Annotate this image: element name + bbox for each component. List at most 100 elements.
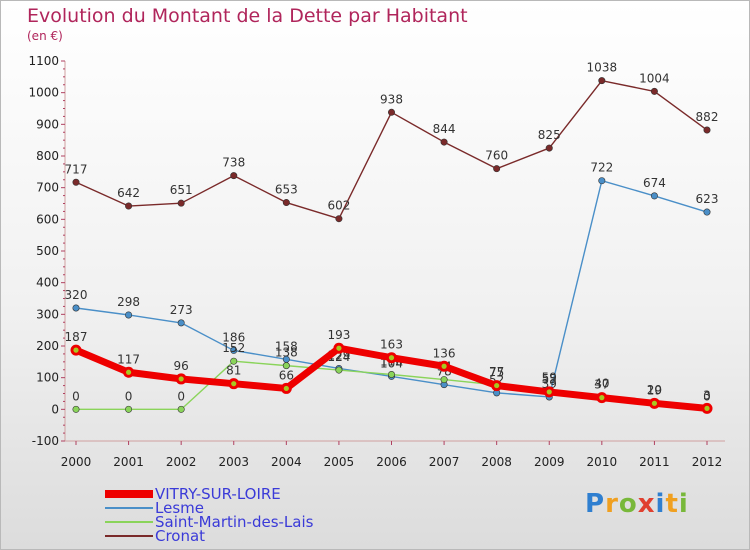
x-tick-label: 2011 <box>639 455 670 469</box>
data-label-cronat: 1038 <box>587 61 618 75</box>
data-label-lesme: 320 <box>65 288 88 302</box>
data-point-saint-martin-des-lais <box>230 357 238 365</box>
data-point-lesme <box>177 319 185 327</box>
data-label-lesme: 158 <box>275 339 298 353</box>
legend-label: Saint-Martin-des-Lais <box>155 513 314 531</box>
y-tick-label: 1100 <box>28 54 59 68</box>
legend-label: Cronat <box>155 527 206 545</box>
data-label-cronat: 825 <box>538 128 561 142</box>
data-point-cronat <box>282 199 290 207</box>
data-point-center-vitry-sur-loire <box>125 369 132 375</box>
data-label-saint-martin-des-lais: 0 <box>177 389 185 403</box>
data-label-cronat: 653 <box>275 183 298 197</box>
chart-unit: (en €) <box>27 29 63 43</box>
data-label-lesme: 273 <box>170 303 193 317</box>
y-tick-label: 500 <box>36 244 59 258</box>
data-point-center-vitry-sur-loire <box>441 363 447 369</box>
data-label-cronat: 642 <box>117 186 140 200</box>
data-label-vitry-sur-loire: 163 <box>380 338 403 352</box>
data-point-center-vitry-sur-loire <box>546 389 552 395</box>
data-label-saint-martin-des-lais: 138 <box>275 346 298 360</box>
y-tick-label: 100 <box>36 371 59 385</box>
data-point-cronat <box>230 172 238 180</box>
data-point-lesme <box>650 192 658 200</box>
data-point-cronat <box>598 77 606 85</box>
data-point-center-vitry-sur-loire <box>283 385 289 392</box>
logo-letter: i <box>655 489 666 519</box>
data-point-lesme <box>598 177 606 185</box>
y-tick-label: 400 <box>36 276 59 290</box>
data-label-cronat: 760 <box>485 149 508 163</box>
data-point-center-vitry-sur-loire <box>178 376 184 382</box>
data-point-cronat <box>335 215 343 223</box>
data-label-saint-martin-des-lais: 0 <box>703 389 711 403</box>
legend-swatch <box>105 507 153 509</box>
data-point-center-vitry-sur-loire <box>231 381 237 387</box>
data-point-cronat <box>650 87 658 95</box>
data-point-saint-martin-des-lais <box>440 376 448 384</box>
data-label-saint-martin-des-lais: 20 <box>647 383 662 397</box>
x-tick-label: 2001 <box>113 455 144 469</box>
data-label-vitry-sur-loire: 193 <box>327 328 350 342</box>
data-label-vitry-sur-loire: 75 <box>489 366 504 380</box>
data-point-cronat <box>387 108 395 116</box>
data-point-saint-martin-des-lais <box>282 362 290 370</box>
chart-legend: VITRY-SUR-LOIRE Lesme Saint-Martin-des-Lai… <box>105 485 314 545</box>
x-tick-label: 2008 <box>481 455 512 469</box>
legend-item: VITRY-SUR-LOIRE <box>105 485 313 503</box>
x-tick-label: 2002 <box>166 455 197 469</box>
data-point-cronat <box>545 144 553 152</box>
data-label-vitry-sur-loire: 81 <box>226 364 241 378</box>
y-tick-label: -100 <box>32 434 59 448</box>
data-point-center-vitry-sur-loire <box>704 405 710 411</box>
data-point-cronat <box>177 199 185 207</box>
logo-letter: x <box>637 489 656 519</box>
x-tick-label: 2006 <box>376 455 407 469</box>
data-label-vitry-sur-loire: 37 <box>594 378 609 392</box>
x-tick-label: 2007 <box>429 455 460 469</box>
legend-swatch <box>105 535 153 537</box>
legend-swatch <box>105 490 153 498</box>
x-tick-label: 2003 <box>218 455 249 469</box>
logo-letter: o <box>618 489 638 519</box>
data-label-vitry-sur-loire: 66 <box>279 368 294 382</box>
legend-item: Lesme <box>105 501 313 516</box>
data-point-saint-martin-des-lais <box>72 405 80 413</box>
data-label-lesme: 623 <box>696 192 719 206</box>
data-label-saint-martin-des-lais: 0 <box>125 389 133 403</box>
y-tick-label: 700 <box>36 181 59 195</box>
data-point-saint-martin-des-lais <box>335 366 343 374</box>
data-point-center-vitry-sur-loire <box>73 347 79 353</box>
data-label-cronat: 738 <box>222 156 245 170</box>
data-label-vitry-sur-loire: 187 <box>65 330 88 344</box>
data-label-cronat: 717 <box>65 162 88 176</box>
data-point-saint-martin-des-lais <box>387 370 395 378</box>
data-label-vitry-sur-loire: 55 <box>542 372 557 386</box>
x-tick-label: 2012 <box>692 455 723 469</box>
legend-item: Saint-Martin-des-Lais <box>105 513 314 531</box>
data-label-vitry-sur-loire: 96 <box>174 359 189 373</box>
data-point-center-vitry-sur-loire <box>599 395 605 401</box>
data-label-vitry-sur-loire: 19 <box>647 383 662 397</box>
data-label-saint-martin-des-lais: 59 <box>542 371 557 385</box>
y-tick-label: 200 <box>36 339 59 353</box>
data-point-lesme <box>125 311 133 319</box>
y-tick-label: 900 <box>36 117 59 131</box>
data-label-lesme: 186 <box>222 330 245 344</box>
data-point-center-vitry-sur-loire <box>651 400 658 406</box>
data-point-saint-martin-des-lais <box>177 405 185 413</box>
data-point-cronat <box>125 202 133 210</box>
data-point-cronat <box>703 126 711 134</box>
data-label-saint-martin-des-lais: 0 <box>72 389 80 403</box>
legend-label: VITRY-SUR-LOIRE <box>155 485 281 503</box>
x-tick-label: 2005 <box>324 455 355 469</box>
x-tick-label: 2010 <box>587 455 618 469</box>
data-label-cronat: 1004 <box>639 71 670 85</box>
data-point-saint-martin-des-lais <box>125 405 133 413</box>
data-label-saint-martin-des-lais: 40 <box>594 377 609 391</box>
x-tick-label: 2009 <box>534 455 565 469</box>
data-point-lesme <box>230 346 238 354</box>
data-label-vitry-sur-loire: 3 <box>703 388 711 402</box>
data-point-cronat <box>72 178 80 186</box>
